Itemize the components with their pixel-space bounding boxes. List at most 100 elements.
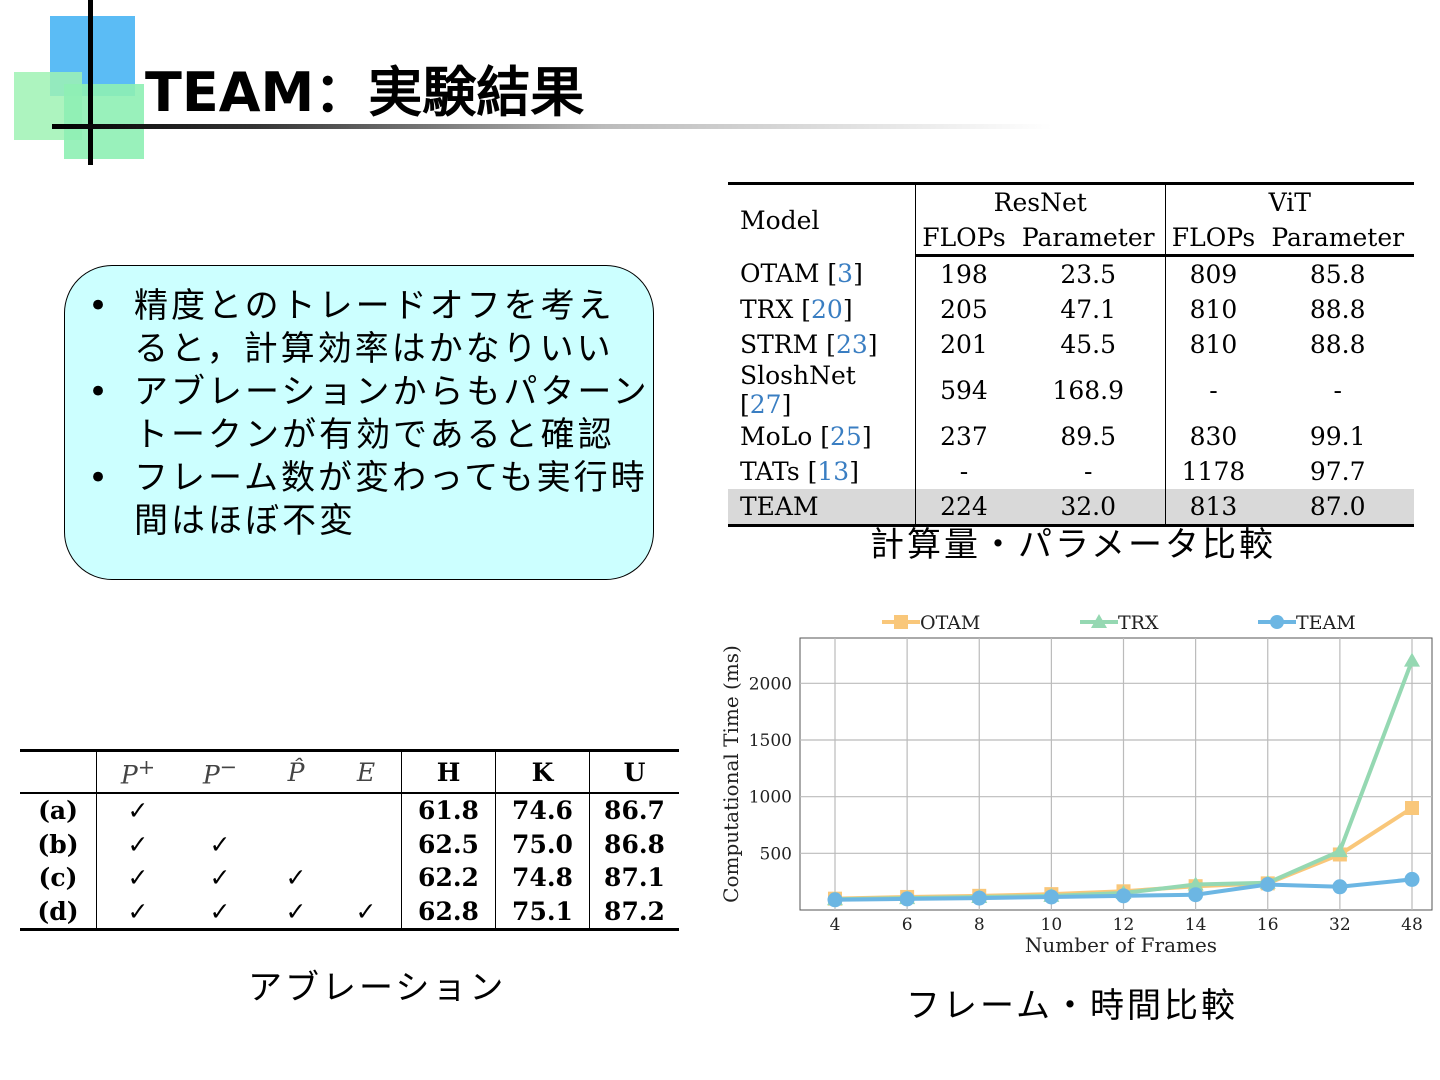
ablation-check [331,827,402,861]
bullet-text: フレーム数が変わっても実行時間はほぼ不変 [134,458,648,541]
bullet-dot: • [88,372,112,412]
cell-vit-flops: 810 [1189,294,1238,324]
data-point-team [1332,879,1348,895]
cell-vit-flops: 809 [1189,260,1238,290]
ablation-header: P+ [96,749,179,794]
ablation-score: 86.8 [604,829,665,859]
y-axis-label: Computational Time (ms) [719,645,743,903]
cell-model: TRX [20] [728,292,916,327]
ablation-header: K [495,749,590,794]
ablation-score: 86.7 [604,796,665,826]
y-tick-label: 2000 [749,674,792,694]
x-tick-label: 14 [1185,915,1207,935]
x-tick-label: 6 [902,915,913,935]
data-point-team [1116,888,1131,904]
citation-link[interactable]: 25 [830,422,862,452]
legend-label-otam: OTAM [920,612,980,634]
x-tick-label: 32 [1329,915,1351,935]
ablation-header: E [331,749,402,794]
data-point-team [1404,871,1420,887]
plot-frame [799,637,1433,911]
ablation-check [331,861,402,895]
cell-vit-params: 97.7 [1309,456,1366,486]
legend-marker-otam [894,615,908,629]
citation-link[interactable]: 13 [817,456,850,486]
data-point-team [1260,877,1276,892]
header-parameter: Parameter [1261,219,1414,258]
cell-vit-flops: 810 [1189,329,1238,359]
cell-vit-params: 88.8 [1309,294,1366,324]
cell-resnet-params: 47.1 [1011,292,1166,327]
cell-vit-flops: - [1209,375,1218,405]
legend-label-trx: TRX [1118,612,1159,634]
ablation-header: H [401,749,496,794]
header-vit: ViT [1165,181,1414,220]
summary-bullets: • 精度とのトレードオフを考えると，計算効率はかなりいい • アブレーションからもパ… [80,285,650,543]
bullet-item: • アブレーションからもパターントークンが有効であると確認 [80,371,650,457]
legend-marker-team [1270,615,1284,629]
slide-title: TEAM：実験結果 [145,61,585,124]
bullet-text: 精度とのトレードオフを考えると，計算効率はかなりいい [134,286,615,369]
ablation-score: 74.6 [495,793,590,828]
citation-link[interactable]: 27 [749,390,782,420]
data-point-trx [1331,843,1348,858]
data-point-otam [1405,801,1419,815]
cell-resnet-params: 23.5 [1011,255,1166,293]
compute-row: TEAM 224 32.0 813 87.0 [728,488,1414,527]
x-tick-label: 16 [1257,915,1279,935]
caption-ablation: アブレーション [248,968,507,1008]
citation-link[interactable]: 23 [835,329,868,359]
header-model: Model [728,181,916,256]
cell-model: MoLo [25] [728,419,916,455]
ablation-check [331,793,402,828]
x-tick-label: 12 [1113,915,1135,935]
cell-vit-flops: 1178 [1181,456,1246,486]
ablation-score: 74.8 [495,861,590,895]
citation-link[interactable]: 3 [837,259,854,289]
cell-resnet-flops: 594 [940,375,988,405]
ablation-check: ✓ [209,863,231,893]
cell-model: OTAM [3] [728,255,916,293]
ablation-check [261,828,331,862]
ablation-row-label: (a) [20,793,97,828]
cell-resnet-params: 32.0 [1011,488,1166,527]
ablation-check: ✓ [209,829,231,859]
ablation-score: 62.2 [401,861,496,895]
ablation-row: (d) ✓ ✓ ✓ ✓ 62.8 75.1 87.2 [20,894,679,931]
bullet-dot: • [88,286,112,326]
data-point-team [827,892,843,908]
ablation-row-label: (b) [20,827,97,861]
ablation-check: ✓ [127,863,149,893]
cell-resnet-flops: 198 [940,260,988,290]
caption-compute: 計算量・パラメータ比較 [870,525,1276,565]
data-point-trx [1404,652,1420,667]
cell-model: SloshNet [27] [728,361,916,420]
cell-resnet-flops: - [959,456,969,486]
ablation-row: (c) ✓ ✓ ✓ 62.2 74.8 87.1 [20,861,679,895]
ablation-header: P− [179,749,261,794]
cell-model: STRM [23] [728,326,916,362]
cell-resnet-flops: 201 [940,329,988,359]
cell-resnet-params: - [1011,454,1166,489]
ablation-check [261,793,331,828]
citation-link[interactable]: 20 [811,294,843,324]
ablation-score: 87.2 [589,894,679,931]
compute-table: Model ResNet ViT FLOPs Parameter FLOPs P… [728,181,1414,527]
frames-time-chart: 500 1000 1500 2000 4 6 8 10 12 14 16 32 48 Number of … [719,612,1433,957]
ablation-score: 61.8 [401,793,496,828]
data-point-team [899,891,915,907]
x-tick-label: 48 [1401,915,1423,935]
ablation-score: 87.1 [604,863,665,893]
x-axis-label: Number of Frames [1025,933,1217,957]
legend-label-team: TEAM [1296,612,1356,634]
x-tick-label: 10 [1041,915,1063,935]
ablation-header [20,749,97,794]
ablation-check: ✓ [261,894,331,931]
ablation-check: ✓ [179,894,261,931]
cell-vit-params: - [1333,375,1342,405]
header-flops: FLOPs [915,219,1012,258]
ablation-check [179,793,261,828]
compute-row: OTAM [3] 198 23.5 809 85.8 [728,255,1414,293]
ablation-score: 75.0 [495,827,590,861]
data-point-team [1043,889,1059,905]
